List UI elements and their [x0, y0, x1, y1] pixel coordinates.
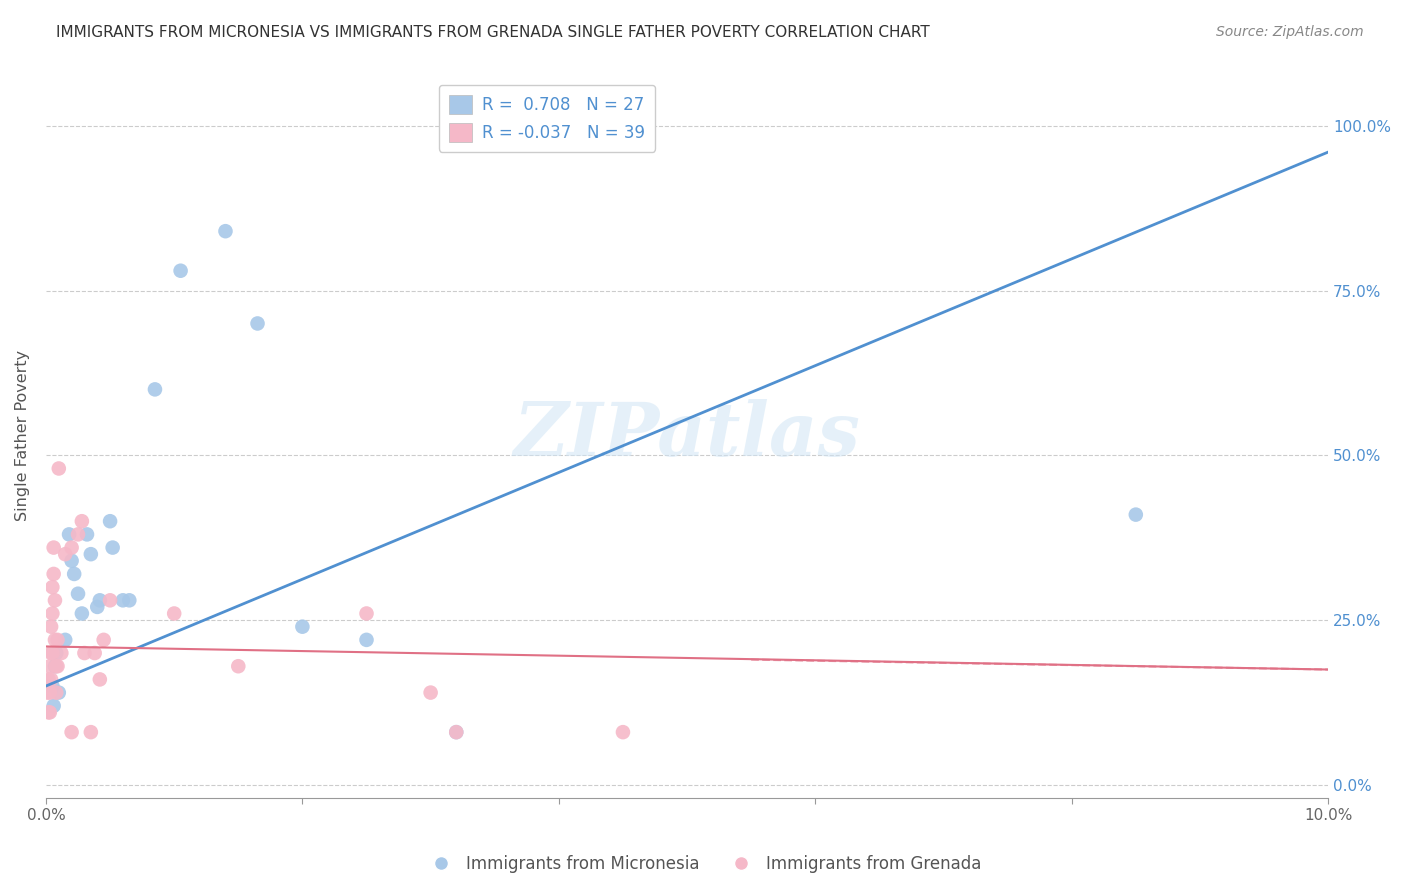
Y-axis label: Single Father Poverty: Single Father Poverty	[15, 350, 30, 521]
Point	[98, 514, 121, 528]
Point	[45, 646, 67, 660]
Point	[246, 317, 269, 331]
Point	[73, 646, 96, 660]
Point	[214, 224, 236, 238]
Point	[58, 527, 80, 541]
Text: ZIPatlas: ZIPatlas	[513, 400, 860, 472]
Point	[46, 659, 69, 673]
Point	[60, 725, 83, 739]
Point	[66, 527, 89, 541]
Point	[66, 587, 89, 601]
Point	[89, 593, 111, 607]
Text: IMMIGRANTS FROM MICRONESIA VS IMMIGRANTS FROM GRENADA SINGLE FATHER POVERTY CORR: IMMIGRANTS FROM MICRONESIA VS IMMIGRANTS…	[56, 25, 929, 40]
Point	[76, 527, 98, 541]
Point	[356, 632, 378, 647]
Point	[39, 620, 62, 634]
Point	[70, 607, 93, 621]
Point	[80, 725, 103, 739]
Point	[111, 593, 134, 607]
Point	[41, 580, 63, 594]
Point	[38, 659, 60, 673]
Point	[226, 659, 249, 673]
Point	[80, 547, 103, 561]
Point	[38, 706, 60, 720]
Point	[446, 725, 468, 739]
Point	[163, 607, 186, 621]
Point	[118, 593, 141, 607]
Legend: Immigrants from Micronesia, Immigrants from Grenada: Immigrants from Micronesia, Immigrants f…	[418, 848, 988, 880]
Point	[39, 646, 62, 660]
Point	[42, 541, 65, 555]
Point	[63, 566, 86, 581]
Point	[143, 383, 166, 397]
Point	[637, 132, 659, 146]
Point	[101, 541, 124, 555]
Point	[37, 685, 59, 699]
Point	[41, 607, 63, 621]
Point	[356, 607, 378, 621]
Point	[98, 593, 121, 607]
Point	[83, 646, 105, 660]
Point	[51, 646, 73, 660]
Point	[1125, 508, 1147, 522]
Point	[39, 673, 62, 687]
Legend: R =  0.708   N = 27, R = -0.037   N = 39: R = 0.708 N = 27, R = -0.037 N = 39	[439, 85, 655, 152]
Point	[45, 659, 67, 673]
Point	[42, 698, 65, 713]
Point	[53, 547, 76, 561]
Point	[93, 632, 115, 647]
Point	[48, 685, 70, 699]
Point	[44, 659, 66, 673]
Point	[48, 461, 70, 475]
Point	[38, 706, 60, 720]
Point	[60, 541, 83, 555]
Point	[169, 264, 191, 278]
Point	[41, 646, 63, 660]
Point	[612, 725, 634, 739]
Point	[86, 599, 108, 614]
Point	[44, 593, 66, 607]
Point	[38, 673, 60, 687]
Point	[41, 679, 63, 693]
Point	[42, 566, 65, 581]
Point	[38, 685, 60, 699]
Point	[70, 514, 93, 528]
Point	[419, 685, 441, 699]
Text: Source: ZipAtlas.com: Source: ZipAtlas.com	[1216, 25, 1364, 39]
Point	[46, 632, 69, 647]
Point	[45, 685, 67, 699]
Point	[89, 673, 111, 687]
Point	[60, 554, 83, 568]
Point	[446, 725, 468, 739]
Point	[291, 620, 314, 634]
Point	[53, 632, 76, 647]
Point	[44, 632, 66, 647]
